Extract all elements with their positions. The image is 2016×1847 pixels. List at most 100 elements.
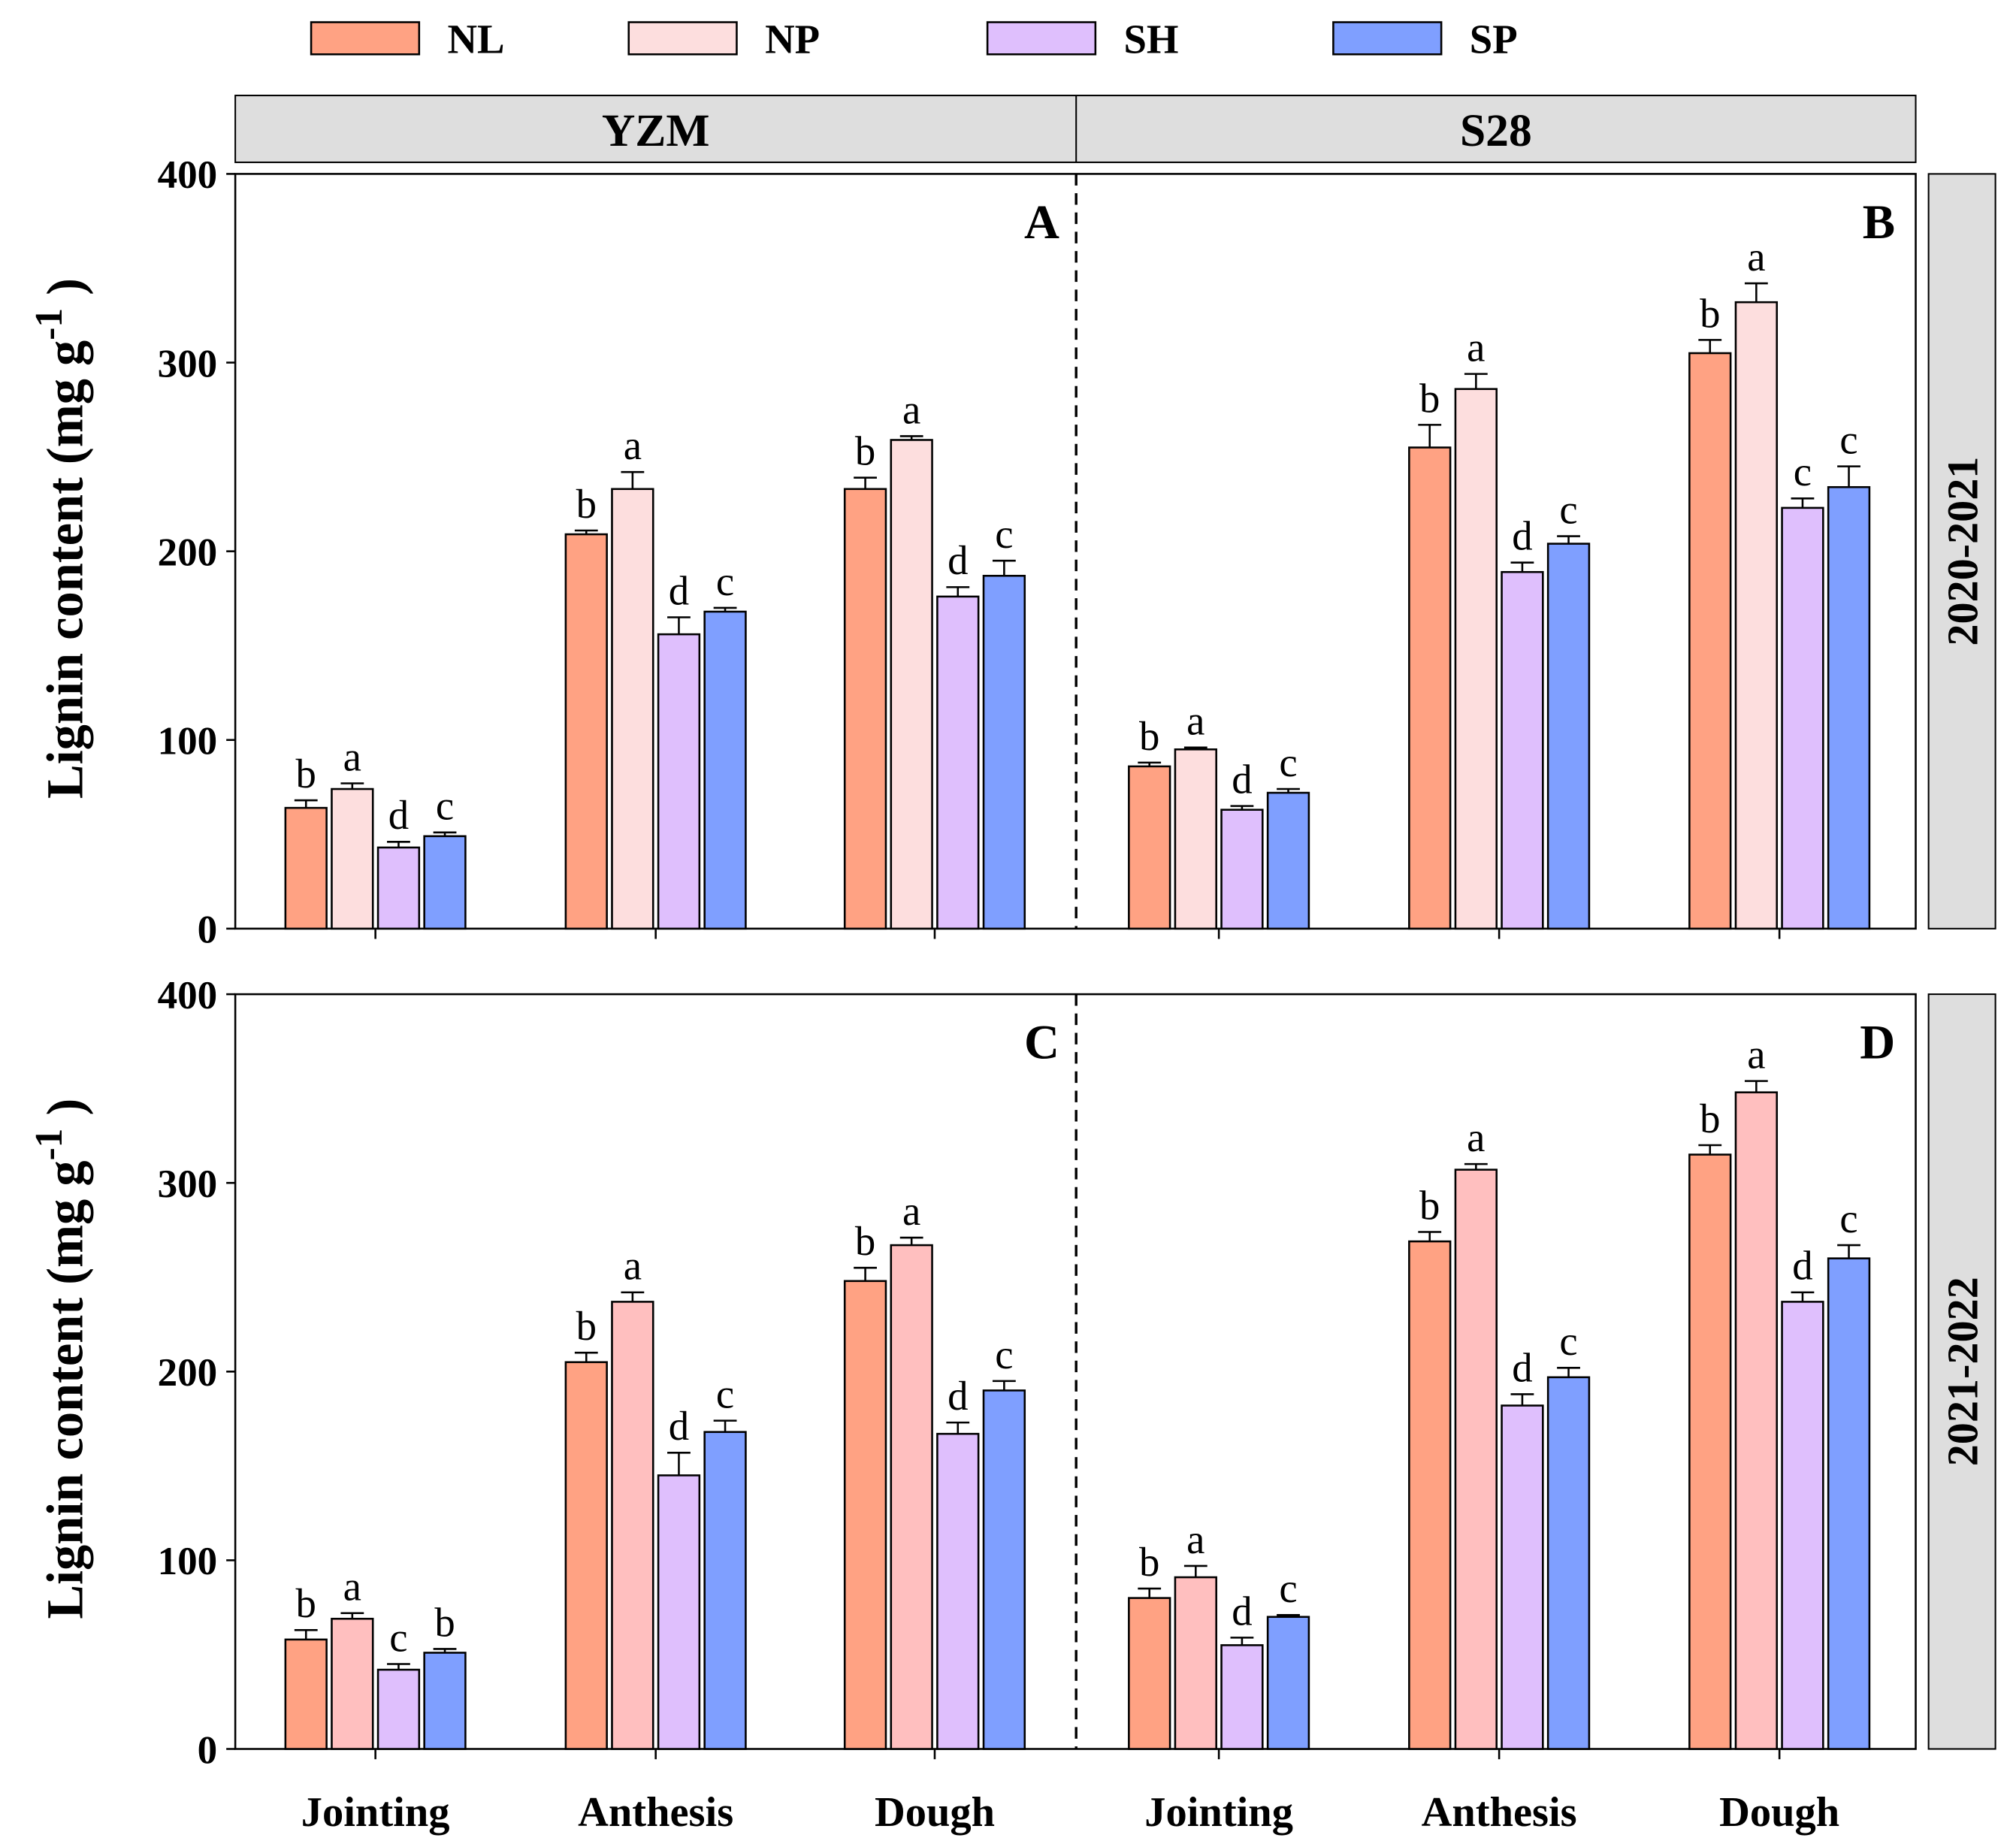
bar-c-dough-nl (843, 1280, 887, 1750)
bar-d-jointing-nl (1128, 1597, 1171, 1750)
significance-letter: c (1559, 1318, 1577, 1364)
bar-b-dough-sp (1827, 485, 1871, 930)
panel-label-c: C (1024, 1016, 1059, 1070)
bar-d-dough-sp (1827, 1257, 1871, 1750)
significance-letter: b (576, 481, 597, 527)
y-tick-label: 100 (158, 720, 218, 763)
legend-swatch-nl (310, 21, 421, 56)
legend-swatch-np (627, 21, 738, 56)
bar-c-jointing-np (331, 1617, 374, 1750)
y-tick-label: 400 (158, 153, 218, 197)
bar-c-jointing-sh (376, 1668, 421, 1750)
significance-letter: c (1559, 486, 1577, 532)
significance-letter: c (1839, 1196, 1857, 1241)
bar-c-dough-sp (982, 1389, 1026, 1750)
significance-letter: b (1139, 713, 1159, 759)
bar-b-jointing-nl (1128, 765, 1171, 930)
bar-c-anthesis-np (611, 1301, 654, 1750)
significance-letter: d (669, 1403, 689, 1449)
significance-letter: b (296, 751, 316, 797)
y-axis-label-paren: ) (37, 1099, 94, 1129)
bar-b-anthesis-nl (1408, 446, 1452, 930)
bar-a-jointing-np (331, 787, 374, 930)
bar-d-anthesis-np (1454, 1168, 1498, 1750)
legend-swatch-sp (1332, 21, 1443, 56)
significance-letter: c (995, 1332, 1013, 1377)
significance-letter: a (1467, 1114, 1485, 1160)
cultivar-label-yzm: YZM (602, 105, 710, 156)
bar-a-jointing-sp (423, 835, 467, 930)
significance-letter: a (343, 1564, 361, 1610)
significance-letter: d (1792, 1243, 1812, 1289)
significance-letter: c (1794, 449, 1812, 494)
bar-a-dough-sh (936, 595, 980, 930)
significance-letter: b (1700, 1096, 1720, 1141)
bar-a-anthesis-sh (657, 633, 701, 930)
y-axis-label-paren: ) (37, 278, 94, 308)
bar-a-dough-nl (843, 488, 887, 930)
bar-b-anthesis-sh (1501, 570, 1544, 930)
y-axis-label-text: Lignin content (mg g (37, 1160, 94, 1619)
year-label: 2021-2022 (1939, 1277, 1987, 1466)
significance-letter: a (343, 733, 361, 779)
bar-c-dough-np (890, 1244, 933, 1750)
bar-d-anthesis-nl (1408, 1240, 1452, 1750)
significance-letter: a (902, 1188, 920, 1234)
y-tick-label: 300 (158, 342, 218, 385)
bar-c-jointing-nl (284, 1638, 328, 1750)
bar-b-jointing-sp (1266, 791, 1310, 930)
panel-label-b: B (1863, 195, 1895, 249)
significance-letter: d (948, 537, 968, 583)
y-tick-label: 0 (198, 1728, 218, 1772)
x-tick-label-dough: Dough (1719, 1789, 1839, 1836)
year-label: 2020-2021 (1939, 457, 1987, 646)
significance-letter: a (1186, 698, 1204, 744)
significance-letter: b (1139, 1539, 1159, 1585)
bar-d-jointing-np (1174, 1576, 1217, 1750)
y-tick-label: 400 (158, 974, 218, 1017)
legend-label-np: NP (765, 17, 820, 62)
bar-a-dough-sp (982, 574, 1026, 930)
bar-a-anthesis-nl (564, 533, 608, 930)
significance-letter: b (855, 1218, 875, 1264)
bar-b-dough-np (1734, 301, 1779, 930)
year-strip (1927, 993, 1996, 1750)
bar-c-jointing-sp (423, 1652, 467, 1750)
significance-letter: c (1839, 417, 1857, 463)
bar-d-jointing-sh (1220, 1644, 1264, 1750)
significance-letter: a (1467, 324, 1485, 370)
bar-c-anthesis-sh (657, 1474, 701, 1750)
significance-letter: c (995, 511, 1013, 557)
significance-letter: c (1279, 1565, 1297, 1611)
bar-d-dough-sh (1781, 1301, 1824, 1750)
bar-b-jointing-sh (1220, 809, 1264, 930)
significance-letter: b (1419, 375, 1440, 421)
legend-label-sh: SH (1123, 17, 1178, 62)
y-axis-label: Lignin content (mg g-1 ) (28, 278, 93, 799)
significance-letter: c (436, 783, 454, 829)
legend-swatch-sh (986, 21, 1097, 56)
significance-letter: b (855, 428, 875, 474)
bar-a-anthesis-sp (703, 610, 747, 930)
bar-d-anthesis-sh (1501, 1404, 1544, 1750)
bar-a-jointing-nl (284, 806, 328, 930)
bar-c-anthesis-nl (564, 1361, 608, 1750)
significance-letter: d (1232, 757, 1252, 803)
significance-letter: d (1512, 1344, 1532, 1390)
bar-a-jointing-sh (376, 846, 421, 930)
bar-a-dough-np (890, 439, 933, 930)
y-tick-label: 300 (158, 1162, 218, 1206)
bar-a-anthesis-np (611, 488, 654, 930)
cultivar-label-s28: S28 (1460, 105, 1532, 156)
bar-d-dough-nl (1688, 1153, 1732, 1750)
significance-letter: c (716, 558, 734, 604)
y-axis-label-text: Lignin content (mg g (37, 340, 94, 799)
significance-letter: b (296, 1580, 316, 1626)
bar-b-jointing-np (1174, 748, 1217, 930)
bar-b-anthesis-sp (1546, 543, 1591, 930)
y-axis-label: Lignin content (mg g-1 ) (28, 1099, 93, 1619)
bar-c-anthesis-sp (703, 1431, 747, 1750)
bar-d-anthesis-sp (1546, 1376, 1591, 1750)
significance-letter: b (576, 1303, 597, 1349)
